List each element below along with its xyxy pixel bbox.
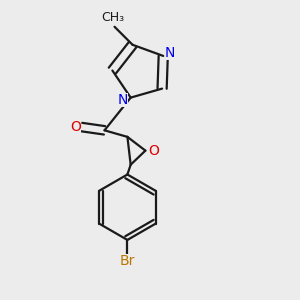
Text: N: N xyxy=(165,46,175,60)
Text: CH₃: CH₃ xyxy=(101,11,124,24)
Text: Br: Br xyxy=(120,254,135,268)
Text: O: O xyxy=(70,120,81,134)
Text: N: N xyxy=(117,93,128,107)
Text: O: O xyxy=(148,144,159,158)
